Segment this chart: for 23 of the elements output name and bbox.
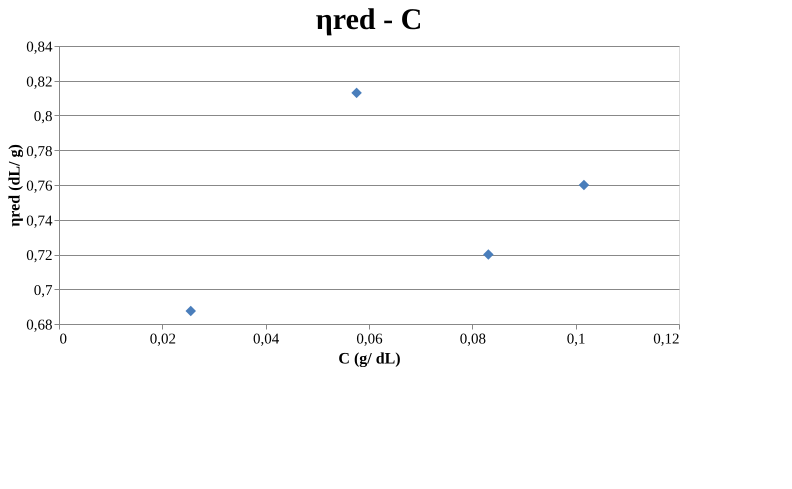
y-axis-title: ηred (dL/ g) — [6, 144, 24, 227]
x-tick-label: 0,04 — [253, 332, 280, 348]
x-tick-label: 0,02 — [150, 332, 176, 348]
y-tick-label: 0,78 — [26, 144, 52, 160]
y-tick-label: 0,8 — [34, 109, 52, 125]
y-tick-label: 0,84 — [26, 40, 53, 56]
x-tick-label: 0 — [60, 332, 67, 348]
chart-title: ηred - C — [316, 3, 422, 36]
point — [578, 180, 590, 190]
point — [351, 88, 362, 98]
x-tick-label: 0,1 — [566, 332, 586, 348]
y-tick-label: 0,7 — [34, 282, 53, 299]
point — [483, 249, 494, 260]
x-axis-title: C (g/ dL) — [338, 350, 401, 368]
y-tick-label: 0,74 — [26, 213, 53, 230]
y-tick-label: 0,76 — [26, 178, 53, 194]
x-tick-label: 0,12 — [653, 332, 680, 348]
y-tick-label: 0,68 — [26, 318, 52, 334]
x-tick-label: 0,08 — [460, 332, 486, 348]
y-tick-label: 0,72 — [26, 248, 52, 264]
y-tick-label: 0,82 — [26, 74, 52, 90]
x-tick-label: 0,06 — [356, 332, 384, 348]
point — [186, 306, 196, 316]
